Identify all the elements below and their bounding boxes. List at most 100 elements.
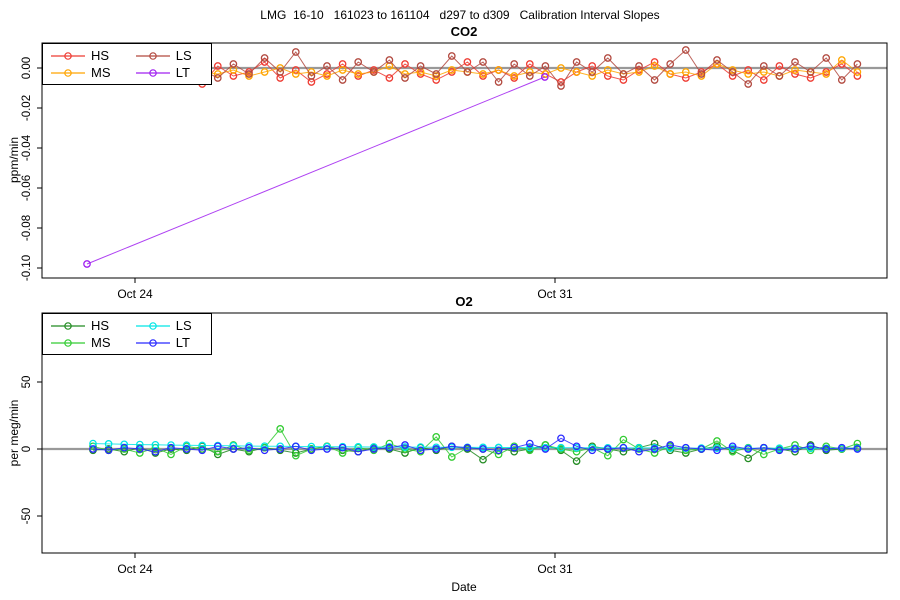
panel-border xyxy=(41,42,888,279)
data-point xyxy=(557,64,565,72)
data-point xyxy=(791,445,799,453)
data-point xyxy=(791,70,799,78)
data-point xyxy=(697,445,706,453)
data-point xyxy=(837,443,846,452)
legend-entry-lt: LT xyxy=(135,335,203,350)
data-point xyxy=(385,56,394,64)
data-point xyxy=(759,443,768,452)
data-point xyxy=(635,62,643,70)
legend-label: LT xyxy=(175,335,191,350)
data-point xyxy=(291,451,300,460)
data-point xyxy=(463,443,472,452)
series-ms xyxy=(89,425,862,461)
data-point xyxy=(650,58,659,66)
y-tick-label: 50 xyxy=(21,375,33,389)
series-line xyxy=(92,443,858,462)
y-tick-label: -0.08 xyxy=(21,214,33,242)
data-point xyxy=(447,66,456,74)
data-point xyxy=(650,445,659,453)
data-point xyxy=(619,435,628,444)
data-point xyxy=(354,58,363,66)
data-point xyxy=(775,446,784,455)
data-point xyxy=(666,60,675,68)
data-point xyxy=(479,70,487,78)
data-point xyxy=(276,68,285,76)
data-point xyxy=(463,58,472,66)
legend-entry-ms: MS xyxy=(51,65,122,80)
legend-label: LS xyxy=(175,318,192,333)
data-point xyxy=(557,82,565,90)
y-tick-label: 0 xyxy=(21,445,33,453)
data-point xyxy=(385,74,394,82)
data-point xyxy=(260,446,269,455)
legend-symbol-icon xyxy=(135,68,170,77)
data-point xyxy=(479,455,487,464)
data-point xyxy=(713,446,721,455)
data-point xyxy=(603,445,612,453)
data-point xyxy=(260,442,269,451)
y-tick-label: -0.04 xyxy=(21,134,33,162)
data-point xyxy=(806,68,815,76)
data-point xyxy=(354,70,363,78)
legend-symbol-icon xyxy=(135,51,170,60)
data-point xyxy=(822,70,831,78)
y-tick-label: 0.00 xyxy=(21,56,33,80)
data-point xyxy=(635,444,643,452)
data-point xyxy=(853,60,862,68)
data-point xyxy=(182,445,191,453)
data-point xyxy=(213,62,222,70)
data-point xyxy=(182,441,191,450)
data-point xyxy=(525,68,534,76)
data-point xyxy=(525,72,534,80)
data-point xyxy=(401,60,409,68)
data-point xyxy=(541,70,550,78)
y-tick-label: -50 xyxy=(21,507,33,525)
legend-symbol-icon xyxy=(51,51,85,60)
co2-legend: HS LS MS LT xyxy=(42,43,212,85)
data-point xyxy=(447,52,456,60)
data-point xyxy=(494,66,503,74)
data-point xyxy=(588,446,597,455)
data-point xyxy=(245,443,253,452)
x-tick-label: Oct 31 xyxy=(537,562,573,576)
data-point xyxy=(494,446,503,455)
data-point xyxy=(167,443,175,452)
data-point xyxy=(432,70,441,78)
data-point xyxy=(744,445,753,453)
data-point xyxy=(338,443,347,452)
data-point xyxy=(588,72,597,80)
legend-entry-ls: LS xyxy=(135,48,203,63)
data-point xyxy=(791,58,799,66)
data-point xyxy=(588,68,597,76)
data-point xyxy=(541,445,550,453)
data-point xyxy=(385,443,394,452)
data-point xyxy=(416,62,425,70)
data-point xyxy=(307,446,316,455)
data-point xyxy=(276,445,285,453)
data-point xyxy=(697,70,706,78)
data-point xyxy=(603,54,612,62)
y-tick-label: -0.10 xyxy=(21,254,33,282)
data-point xyxy=(510,72,519,80)
data-point xyxy=(681,443,690,452)
data-point xyxy=(276,425,285,433)
data-point xyxy=(135,449,144,457)
data-point xyxy=(260,54,269,62)
data-point xyxy=(229,445,238,453)
data-point xyxy=(479,445,487,453)
data-point xyxy=(853,68,862,76)
data-point xyxy=(666,446,675,455)
data-point xyxy=(681,46,690,54)
data-point xyxy=(260,58,269,66)
data-point xyxy=(837,76,846,84)
data-point xyxy=(510,443,519,452)
data-point xyxy=(198,441,207,450)
data-point xyxy=(104,446,113,455)
data-point xyxy=(198,446,207,455)
data-point xyxy=(135,445,144,453)
data-point xyxy=(291,48,300,56)
data-point xyxy=(291,442,300,451)
data-point xyxy=(416,446,425,455)
data-point xyxy=(89,439,97,448)
data-point xyxy=(837,56,846,64)
